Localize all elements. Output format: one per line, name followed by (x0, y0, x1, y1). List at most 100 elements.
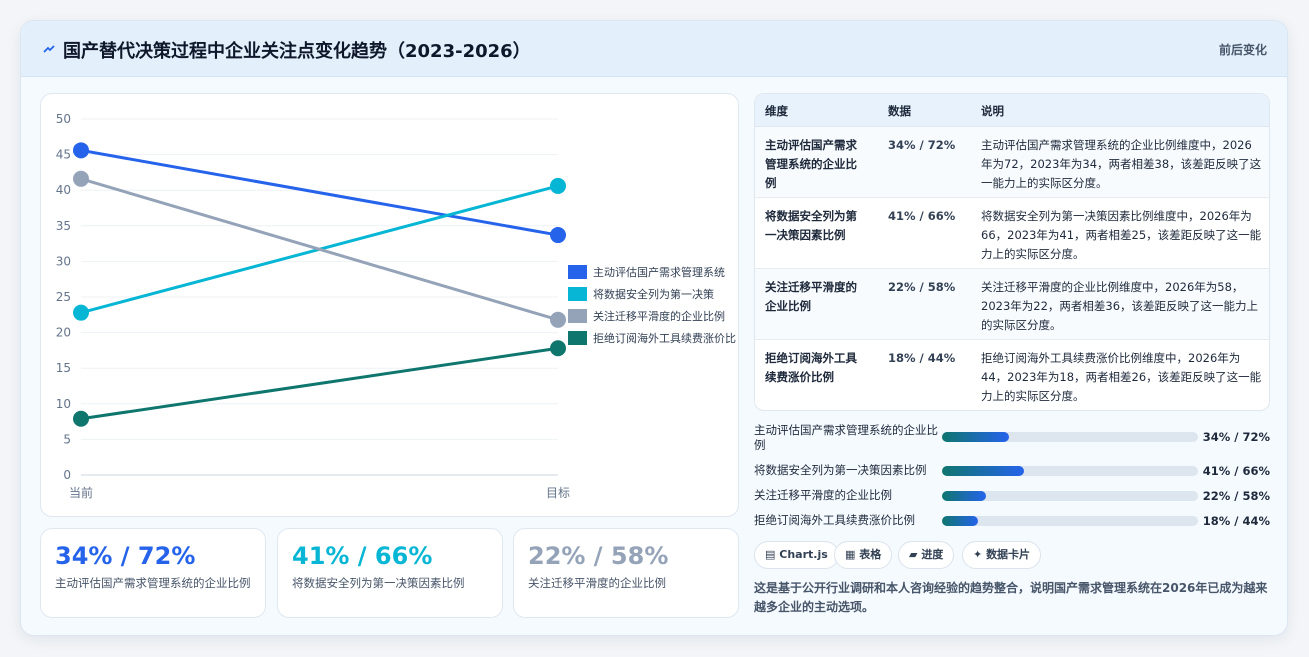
progress-value: 41% / 66% (1202, 464, 1270, 478)
series-line (80, 177, 559, 322)
progress-value: 34% / 72% (1202, 430, 1270, 444)
tag-label: Chart.js (779, 548, 828, 561)
progress-row: 关注迁移平滑度的企业比例 22% / 58% (754, 486, 1270, 506)
column-header: 维度 (765, 104, 788, 118)
data-point (550, 311, 566, 328)
y-tick-label: 20 (56, 326, 71, 340)
progress-row: 将数据安全列为第一决策因素比例 41% / 66% (754, 461, 1270, 481)
progress-label: 拒绝订阅海外工具续费涨价比例 (754, 513, 915, 527)
legend-swatch (568, 331, 587, 345)
table-row: 拒绝订阅海外工具续费涨价比例 18% / 44% 拒绝订阅海外工具续费涨价比例维… (755, 340, 1269, 410)
tag-chartjs[interactable]: ▤ Chart.js (754, 541, 839, 569)
progress-row: 主动评估国产需求管理系统的企业比例 34% / 72% (754, 421, 1270, 453)
table-cell-description: 拒绝订阅海外工具续费涨价比例维度中，2026年为44，2023年为18，两者相差… (981, 351, 1262, 403)
y-tick-label: 10 (56, 397, 71, 411)
y-tick-label: 50 (56, 112, 71, 126)
progress-track (942, 432, 1198, 442)
data-table: 维度 数据 说明 主动评估国产需求管理系统的企业比例 34% / 72% 主动评… (754, 93, 1270, 411)
tag-data-card[interactable]: ✦ 数据卡片 (962, 541, 1042, 569)
tag-table[interactable]: ▦ 表格 (834, 541, 893, 569)
progress-row: 拒绝订阅海外工具续费涨价比例 18% / 44% (754, 511, 1270, 531)
tag-label: 进度 (921, 548, 944, 561)
table-cell-value: 41% / 66% (888, 209, 956, 223)
header: 国产替代决策过程中企业关注点变化趋势（2023-2026） 前后变化 (21, 21, 1287, 77)
table-cell-description: 主动评估国产需求管理系统的企业比例维度中，2026年为72，2023年为34，两… (981, 138, 1262, 190)
series-line (80, 346, 559, 421)
y-tick-label: 45 (56, 148, 71, 162)
column-header: 数据 (888, 104, 911, 118)
header-right-label: 前后变化 (1218, 43, 1267, 57)
y-tick-label: 30 (56, 254, 71, 268)
table-cell-value: 34% / 72% (888, 138, 956, 152)
progress-icon: ▰ (909, 548, 918, 561)
legend-swatch (568, 265, 587, 279)
pulse-icon (43, 45, 55, 53)
table-cell-dimension: 主动评估国产需求管理系统的企业比例 (765, 138, 857, 190)
y-tick-label: 0 (63, 468, 71, 482)
progress-fill (942, 432, 1009, 442)
progress-fill (942, 466, 1024, 476)
progress-track (942, 491, 1198, 501)
column-header: 说明 (981, 104, 1004, 118)
progress-label: 将数据安全列为第一决策因素比例 (754, 463, 927, 477)
data-point (550, 340, 566, 357)
table-cell-value: 18% / 44% (888, 351, 956, 365)
footnote: 这是基于公开行业调研和本人咨询经验的趋势整合，说明国产需求管理系统在2026年已… (754, 581, 1268, 614)
table-row: 将数据安全列为第一决策因素比例 41% / 66% 将数据安全列为第一决策因素比… (755, 198, 1269, 269)
y-tick-label: 5 (63, 432, 71, 446)
tag-label: 表格 (859, 548, 882, 561)
table-row: 关注迁移平滑度的企业比例 22% / 58% 关注迁移平滑度的企业比例维度中，2… (755, 269, 1269, 340)
stat-value: 34% / 72% (55, 542, 196, 570)
stat-card: 22% / 58% 关注迁移平滑度的企业比例 (513, 528, 739, 618)
legend-swatch (568, 287, 587, 301)
legend-label: 主动评估国产需求管理系统 (593, 265, 725, 279)
legend-label: 关注迁移平滑度的企业比例 (593, 309, 725, 323)
tag-progress[interactable]: ▰ 进度 (898, 541, 955, 569)
stat-card: 41% / 66% 将数据安全列为第一决策因素比例 (277, 528, 503, 618)
table-cell-dimension: 拒绝订阅海外工具续费涨价比例 (765, 351, 857, 384)
progress-label: 主动评估国产需求管理系统的企业比例 (754, 423, 938, 452)
stat-label: 关注迁移平滑度的企业比例 (528, 576, 666, 590)
line-chart-panel: 0 5 10 15 20 25 30 35 40 45 50 当前 目标 主动评估国产需求管理系统 将数据安… (40, 93, 739, 517)
series-line (80, 148, 559, 237)
stat-label: 主动评估国产需求管理系统的企业比例 (55, 576, 251, 590)
progress-value: 22% / 58% (1202, 489, 1270, 503)
table-icon: ▦ (845, 548, 856, 561)
x-tick-label: 当前 (69, 485, 93, 500)
stat-value: 22% / 58% (528, 542, 669, 570)
data-point (550, 177, 566, 194)
data-point (73, 410, 89, 427)
table-cell-dimension: 关注迁移平滑度的企业比例 (765, 280, 857, 313)
table-cell-description: 将数据安全列为第一决策因素比例维度中，2026年为66，2023年为41，两者相… (981, 209, 1262, 261)
legend-label: 拒绝订阅海外工具续费涨价比 (593, 331, 736, 345)
stat-value: 41% / 66% (292, 542, 433, 570)
progress-fill (942, 516, 978, 526)
data-point (73, 170, 89, 187)
stat-label: 将数据安全列为第一决策因素比例 (292, 576, 465, 590)
y-tick-label: 35 (56, 219, 71, 233)
card-icon: ✦ (973, 548, 983, 561)
y-tick-label: 40 (56, 183, 71, 197)
y-tick-label: 15 (56, 361, 71, 375)
stat-card: 34% / 72% 主动评估国产需求管理系统的企业比例 (40, 528, 266, 618)
tag-label: 数据卡片 (986, 548, 1031, 561)
table-cell-dimension: 将数据安全列为第一决策因素比例 (765, 209, 857, 242)
line-chart: 0 5 10 15 20 25 30 35 40 45 50 当前 目标 主动评估国产需求管理系统将数据安… (56, 112, 736, 500)
y-tick-label: 25 (56, 290, 71, 304)
progress-track (942, 466, 1198, 476)
legend-swatch (568, 309, 587, 323)
table-header: 维度 数据 说明 (755, 94, 1269, 127)
progress-label: 关注迁移平滑度的企业比例 (754, 488, 892, 502)
progress-fill (942, 491, 986, 501)
chart-icon: ▤ (765, 548, 776, 561)
data-point (73, 304, 89, 321)
table-cell-value: 22% / 58% (888, 280, 956, 294)
table-cell-description: 关注迁移平滑度的企业比例维度中，2026年为58，2023年为22，两者相差36… (981, 280, 1259, 332)
progress-track (942, 516, 1198, 526)
x-tick-label: 目标 (546, 486, 570, 500)
table-row: 主动评估国产需求管理系统的企业比例 34% / 72% 主动评估国产需求管理系统… (755, 127, 1269, 198)
data-point (550, 227, 566, 244)
data-point (73, 142, 89, 159)
main-card: 国产替代决策过程中企业关注点变化趋势（2023-2026） 前后变化 0 5 10 1… (20, 20, 1288, 636)
page-title: 国产替代决策过程中企业关注点变化趋势（2023-2026） (63, 41, 531, 62)
